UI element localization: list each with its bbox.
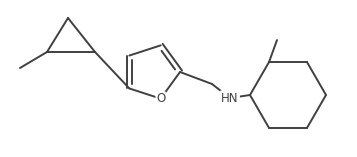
Text: HN: HN <box>221 92 239 105</box>
Text: O: O <box>156 92 165 105</box>
